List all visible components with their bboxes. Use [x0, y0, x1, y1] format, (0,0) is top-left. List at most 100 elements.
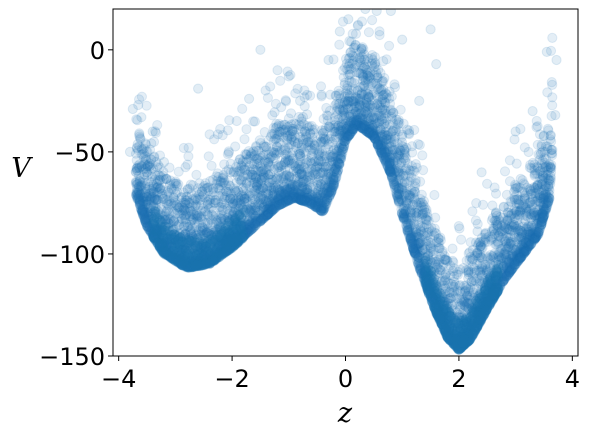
scatter-point — [410, 238, 421, 249]
scatter-point — [522, 242, 533, 253]
scatter-point — [368, 129, 379, 140]
scatter-point — [400, 188, 411, 199]
scatter-point — [141, 167, 152, 178]
scatter-point — [300, 184, 311, 196]
scatter-point — [187, 201, 198, 212]
scatter-point — [250, 205, 261, 216]
scatter-point — [338, 65, 349, 76]
scatter-point — [236, 197, 247, 208]
scatter-point — [363, 127, 375, 138]
scatter-point — [461, 255, 472, 266]
scatter-point — [376, 110, 387, 122]
scatter-point — [148, 223, 159, 234]
scatter-point — [403, 225, 414, 236]
scatter-point — [483, 299, 494, 310]
scatter-point — [180, 260, 191, 271]
scatter-point — [471, 317, 483, 328]
scatter-point — [249, 159, 260, 170]
scatter-point — [435, 310, 446, 321]
scatter-point — [451, 307, 462, 318]
scatter-point — [493, 231, 504, 242]
scatter-point — [516, 252, 527, 263]
scatter-point — [444, 330, 455, 341]
scatter-point — [213, 219, 224, 230]
scatter-point — [465, 321, 476, 332]
scatter-point — [212, 246, 223, 258]
scatter-point — [432, 310, 443, 321]
scatter-point — [276, 160, 287, 171]
scatter-point — [375, 128, 386, 139]
scatter-point — [184, 248, 195, 259]
scatter-point — [393, 116, 404, 127]
scatter-point — [137, 206, 148, 217]
scatter-point — [530, 218, 541, 229]
scatter-point — [473, 301, 484, 312]
scatter-point — [421, 257, 432, 269]
scatter-point — [267, 204, 278, 215]
scatter-point — [413, 231, 424, 243]
scatter-point — [472, 320, 483, 331]
scatter-point — [546, 77, 557, 88]
scatter-point — [202, 199, 213, 210]
scatter-point — [374, 83, 385, 94]
scatter-point — [247, 217, 258, 228]
scatter-point — [235, 233, 246, 244]
scatter-point — [251, 142, 262, 153]
scatter-point — [245, 225, 256, 236]
scatter-point — [414, 263, 426, 274]
scatter-point — [467, 319, 479, 330]
scatter-point — [258, 169, 269, 181]
scatter-point — [338, 107, 349, 118]
scatter-point — [258, 168, 269, 179]
scatter-point — [472, 293, 483, 304]
scatter-points — [124, 9, 562, 355]
scatter-point — [224, 241, 235, 252]
scatter-point — [167, 250, 178, 262]
scatter-point — [228, 239, 239, 250]
scatter-point — [257, 165, 268, 176]
scatter-point — [206, 238, 217, 249]
scatter-point — [278, 119, 290, 130]
scatter-point — [513, 198, 524, 209]
scatter-point — [391, 124, 402, 135]
scatter-point — [264, 177, 275, 188]
scatter-point — [461, 331, 472, 342]
scatter-point — [354, 68, 366, 79]
scatter-point — [306, 190, 318, 201]
scatter-point — [162, 198, 173, 209]
scatter-point — [380, 154, 391, 165]
scatter-point — [265, 152, 276, 163]
scatter-point — [180, 244, 191, 255]
scatter-point — [159, 248, 171, 259]
scatter-point — [373, 64, 384, 75]
scatter-point — [280, 192, 291, 203]
scatter-point — [423, 281, 434, 292]
scatter-point — [224, 180, 235, 191]
scatter-point — [292, 184, 303, 195]
scatter-point — [380, 155, 391, 166]
scatter-point — [134, 196, 145, 207]
scatter-point — [202, 229, 213, 240]
scatter-point — [369, 100, 380, 111]
scatter-point — [304, 128, 316, 139]
scatter-point — [409, 181, 420, 192]
scatter-point — [520, 210, 532, 221]
scatter-point — [273, 175, 284, 186]
scatter-point — [317, 196, 328, 207]
scatter-point — [264, 204, 275, 215]
scatter-point — [453, 311, 464, 322]
scatter-point — [338, 118, 349, 129]
scatter-point — [465, 282, 476, 293]
scatter-point — [412, 207, 423, 218]
scatter-point — [200, 258, 211, 269]
scatter-point — [376, 147, 387, 158]
scatter-point — [423, 286, 434, 297]
scatter-point — [514, 227, 525, 238]
scatter-point — [323, 187, 334, 198]
scatter-point — [348, 55, 359, 66]
scatter-point — [289, 185, 301, 196]
scatter-point — [186, 209, 197, 220]
scatter-point — [412, 247, 423, 258]
scatter-point — [380, 156, 392, 167]
scatter-point — [234, 174, 245, 185]
